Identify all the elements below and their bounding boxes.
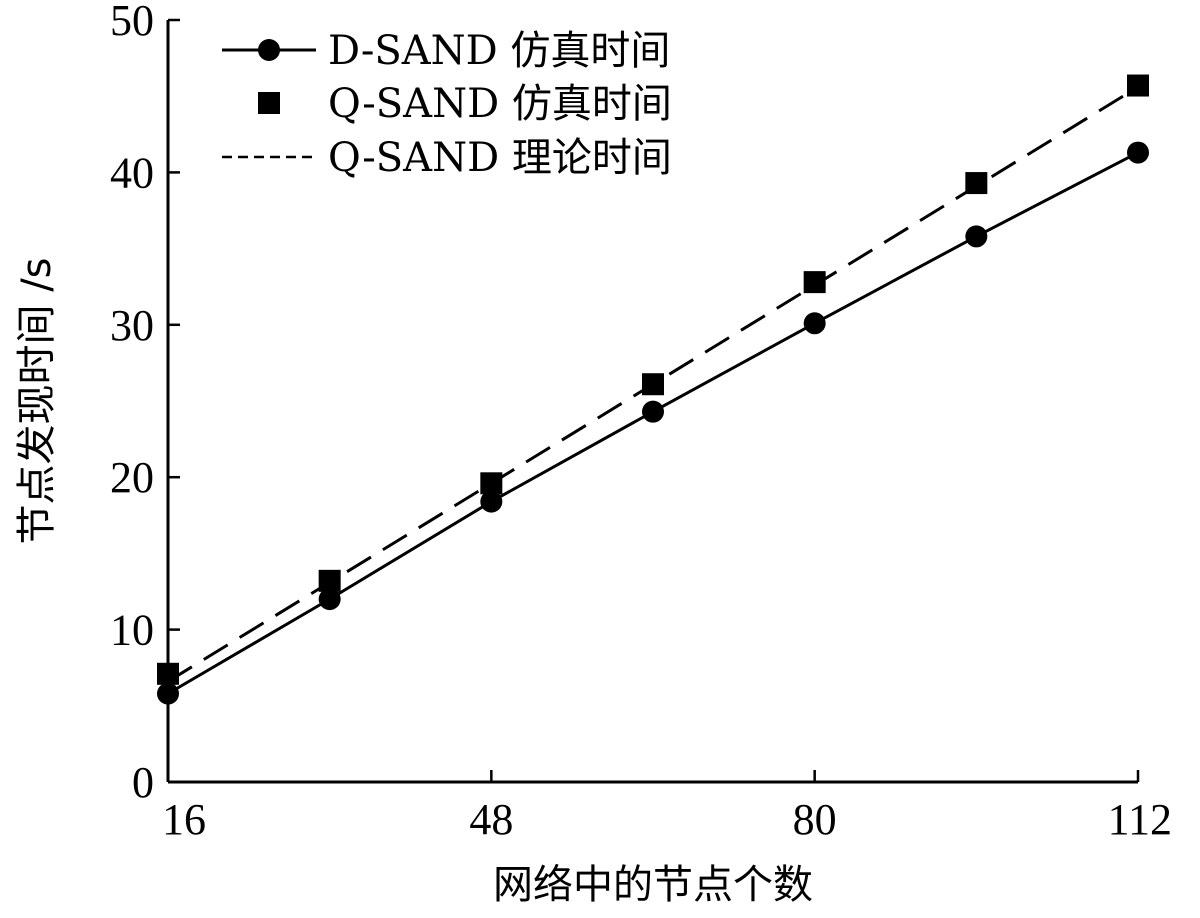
series-0-line [167,151,1139,695]
legend-label-2: Q-SAND 理论时间 [328,135,672,181]
y-tick-label-4: 40 [110,148,154,197]
axes [166,20,1138,784]
legend-label-0: D-SAND 仿真时间 [328,28,670,74]
y-tick-label-2: 20 [110,453,154,502]
series-layer [157,74,1149,705]
legend-marker-0 [258,39,280,61]
x-tick-label-0: 16 [162,795,206,844]
legend: D-SAND 仿真时间 Q-SAND 仿真时间 Q-SAND 理论时间 [222,28,672,181]
series-1-point-6 [1127,74,1149,97]
series-1-point-2 [480,472,503,495]
x-tick-label-2: 80 [793,795,837,844]
series-1-point-4 [803,271,826,294]
legend-label-1: Q-SAND 仿真时间 [328,81,672,127]
series-1-point-3 [642,373,664,396]
series-0-point-5 [965,225,988,248]
y-tick-label-5: 50 [110,0,154,45]
series-1-point-5 [965,172,988,195]
series-1-point-0 [157,662,179,685]
legend-marker-1 [258,92,280,114]
y-tick-label-3: 30 [110,301,154,350]
series-0-point-4 [803,312,826,335]
x-axis-title: 网络中的节点个数 [493,862,813,908]
y-tick-label-0: 0 [132,758,154,807]
series-0-point-0 [157,682,179,705]
ticks: 0 10 20 30 40 50 16 48 80 112 [110,0,1172,844]
x-tick-label-3: 112 [1108,795,1172,844]
series-1-point-1 [318,569,341,592]
series-0-point-3 [642,400,664,423]
y-axis-title: 节点发现时间 /s [14,257,60,544]
series-0-point-6 [1127,141,1149,164]
series-0-point-1 [318,588,341,611]
x-tick-label-1: 48 [469,795,513,844]
y-tick-label-1: 10 [110,606,154,655]
series-0-point-2 [480,490,503,513]
